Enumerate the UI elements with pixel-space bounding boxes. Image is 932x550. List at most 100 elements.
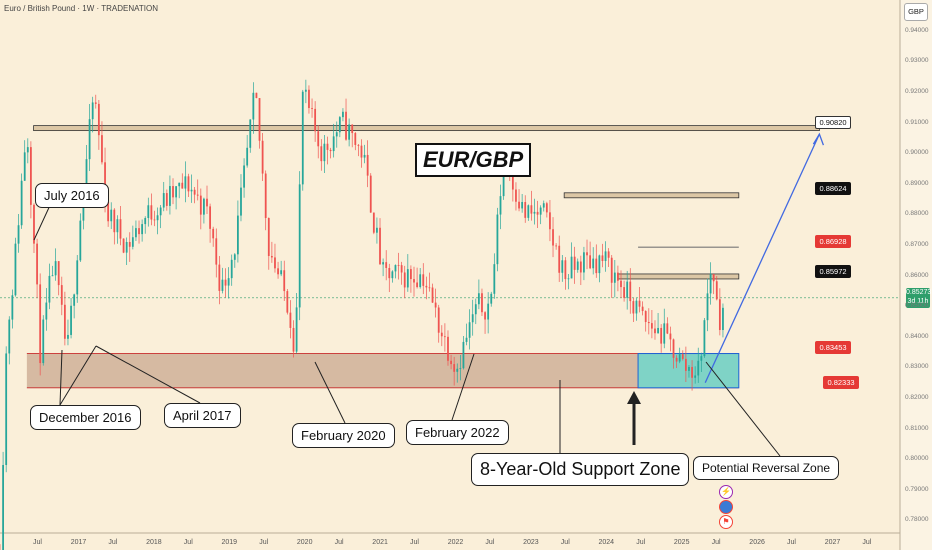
candle-body-121 bbox=[372, 212, 375, 233]
candle-body-154 bbox=[474, 304, 477, 315]
candle-body-147 bbox=[453, 364, 456, 372]
x-tick-21: 2027 bbox=[824, 539, 841, 546]
candle-body-159 bbox=[490, 293, 493, 304]
y-tick-8: 0.86000 bbox=[905, 271, 929, 279]
support-zone bbox=[26, 353, 639, 388]
x-tick-18: Jul bbox=[711, 539, 721, 546]
candle-body-79 bbox=[243, 165, 245, 188]
candle-body-66 bbox=[203, 198, 205, 215]
candle-body-105 bbox=[323, 143, 326, 162]
candle-body-167 bbox=[515, 189, 517, 202]
candle-body-51 bbox=[156, 215, 159, 221]
candle-body-171 bbox=[527, 205, 530, 218]
candle-body-221 bbox=[681, 354, 684, 359]
candle-body-100 bbox=[308, 89, 310, 109]
candle-body-54 bbox=[165, 193, 168, 206]
candle-body-102 bbox=[314, 108, 317, 132]
candle-body-13 bbox=[39, 284, 42, 364]
candle-body-75 bbox=[230, 259, 233, 279]
candle-body-203 bbox=[626, 281, 629, 298]
candle-body-229 bbox=[706, 293, 709, 321]
candle-body-189 bbox=[583, 252, 585, 273]
callout-pointer-1 bbox=[59, 349, 63, 406]
up-arrow-head bbox=[627, 391, 641, 404]
candle-body-178 bbox=[549, 212, 551, 230]
price-label-086928: 0.86928 bbox=[815, 235, 851, 248]
candle-body-32 bbox=[97, 103, 100, 136]
price-label-082333: 0.82333 bbox=[823, 376, 859, 389]
candle-body-76 bbox=[233, 254, 236, 260]
x-tick-14: Jul bbox=[560, 539, 570, 546]
price-axis-panel bbox=[900, 0, 932, 550]
y-tick-10: 0.84000 bbox=[905, 332, 929, 340]
candle-body-152 bbox=[468, 322, 471, 338]
event-dot-icon[interactable] bbox=[719, 500, 733, 514]
candle-body-86 bbox=[264, 173, 267, 219]
candle-body-108 bbox=[332, 136, 335, 152]
candle-body-61 bbox=[187, 176, 190, 192]
candle-body-133 bbox=[410, 269, 412, 280]
candle-body-149 bbox=[459, 368, 462, 369]
candle-body-222 bbox=[684, 358, 687, 371]
projection-arrowhead bbox=[812, 132, 825, 146]
candle-body-188 bbox=[579, 261, 582, 273]
candle-body-88 bbox=[270, 255, 273, 258]
candle-body-160 bbox=[493, 264, 496, 294]
candle-body-118 bbox=[363, 154, 366, 158]
y-tick-4: 0.90000 bbox=[905, 149, 929, 157]
callout-july-2016: July 2016 bbox=[35, 183, 109, 208]
y-tick-7: 0.87000 bbox=[905, 241, 929, 248]
candle-body-48 bbox=[147, 205, 150, 219]
candle-body-21 bbox=[63, 304, 66, 339]
y-tick-3: 0.91000 bbox=[905, 118, 929, 126]
candle-body-117 bbox=[360, 145, 363, 158]
candle-body-38 bbox=[116, 219, 119, 233]
candle-body-41 bbox=[125, 241, 128, 253]
candle-body-187 bbox=[576, 261, 579, 270]
candle-body-150 bbox=[462, 341, 465, 369]
candle-body-161 bbox=[496, 214, 499, 265]
candle-body-23 bbox=[70, 305, 72, 335]
candle-body-113 bbox=[348, 124, 351, 140]
callout-reversal-zone: Potential Reversal Zone bbox=[693, 456, 840, 480]
candle-body-202 bbox=[623, 287, 625, 298]
candle-body-166 bbox=[511, 174, 514, 190]
candle-body-15 bbox=[45, 302, 48, 320]
candle-body-181 bbox=[558, 245, 561, 273]
y-tick-14: 0.80000 bbox=[905, 455, 929, 463]
candle-body-5 bbox=[14, 243, 17, 296]
candle-body-213 bbox=[657, 327, 659, 334]
candle-body-7 bbox=[20, 180, 23, 226]
candle-body-104 bbox=[320, 146, 323, 162]
x-tick-1: 2017 bbox=[70, 539, 87, 546]
candle-body-198 bbox=[610, 257, 613, 283]
y-tick-15: 0.79000 bbox=[905, 485, 929, 493]
candle-body-8 bbox=[23, 152, 26, 181]
candle-body-157 bbox=[484, 312, 486, 320]
candle-body-196 bbox=[604, 251, 607, 262]
candle-body-45 bbox=[138, 228, 140, 235]
flash-icon[interactable]: ⚡ bbox=[719, 485, 733, 499]
y-tick-2: 0.92000 bbox=[905, 88, 929, 95]
candle-body-148 bbox=[456, 368, 459, 372]
candle-body-139 bbox=[428, 287, 431, 289]
candle-body-231 bbox=[712, 274, 715, 282]
candle-body-9 bbox=[26, 147, 29, 153]
candle-body-49 bbox=[150, 205, 153, 220]
event-flag-icon[interactable]: ⚑ bbox=[719, 515, 733, 529]
candle-body-10 bbox=[29, 147, 32, 205]
countdown: 3d 11h bbox=[907, 298, 929, 305]
candle-body-141 bbox=[434, 302, 437, 308]
currency-button[interactable]: GBP bbox=[904, 3, 928, 21]
candle-body-232 bbox=[715, 281, 718, 300]
candle-body-200 bbox=[617, 272, 619, 281]
candle-body-230 bbox=[709, 274, 712, 294]
candle-body-170 bbox=[524, 202, 527, 218]
price-label-090820: 0.90820 bbox=[815, 116, 851, 129]
candle-body-191 bbox=[589, 255, 592, 269]
candle-body-212 bbox=[654, 328, 656, 334]
candle-body-59 bbox=[181, 182, 184, 189]
candle-body-176 bbox=[542, 203, 545, 208]
x-tick-8: Jul bbox=[334, 539, 344, 546]
